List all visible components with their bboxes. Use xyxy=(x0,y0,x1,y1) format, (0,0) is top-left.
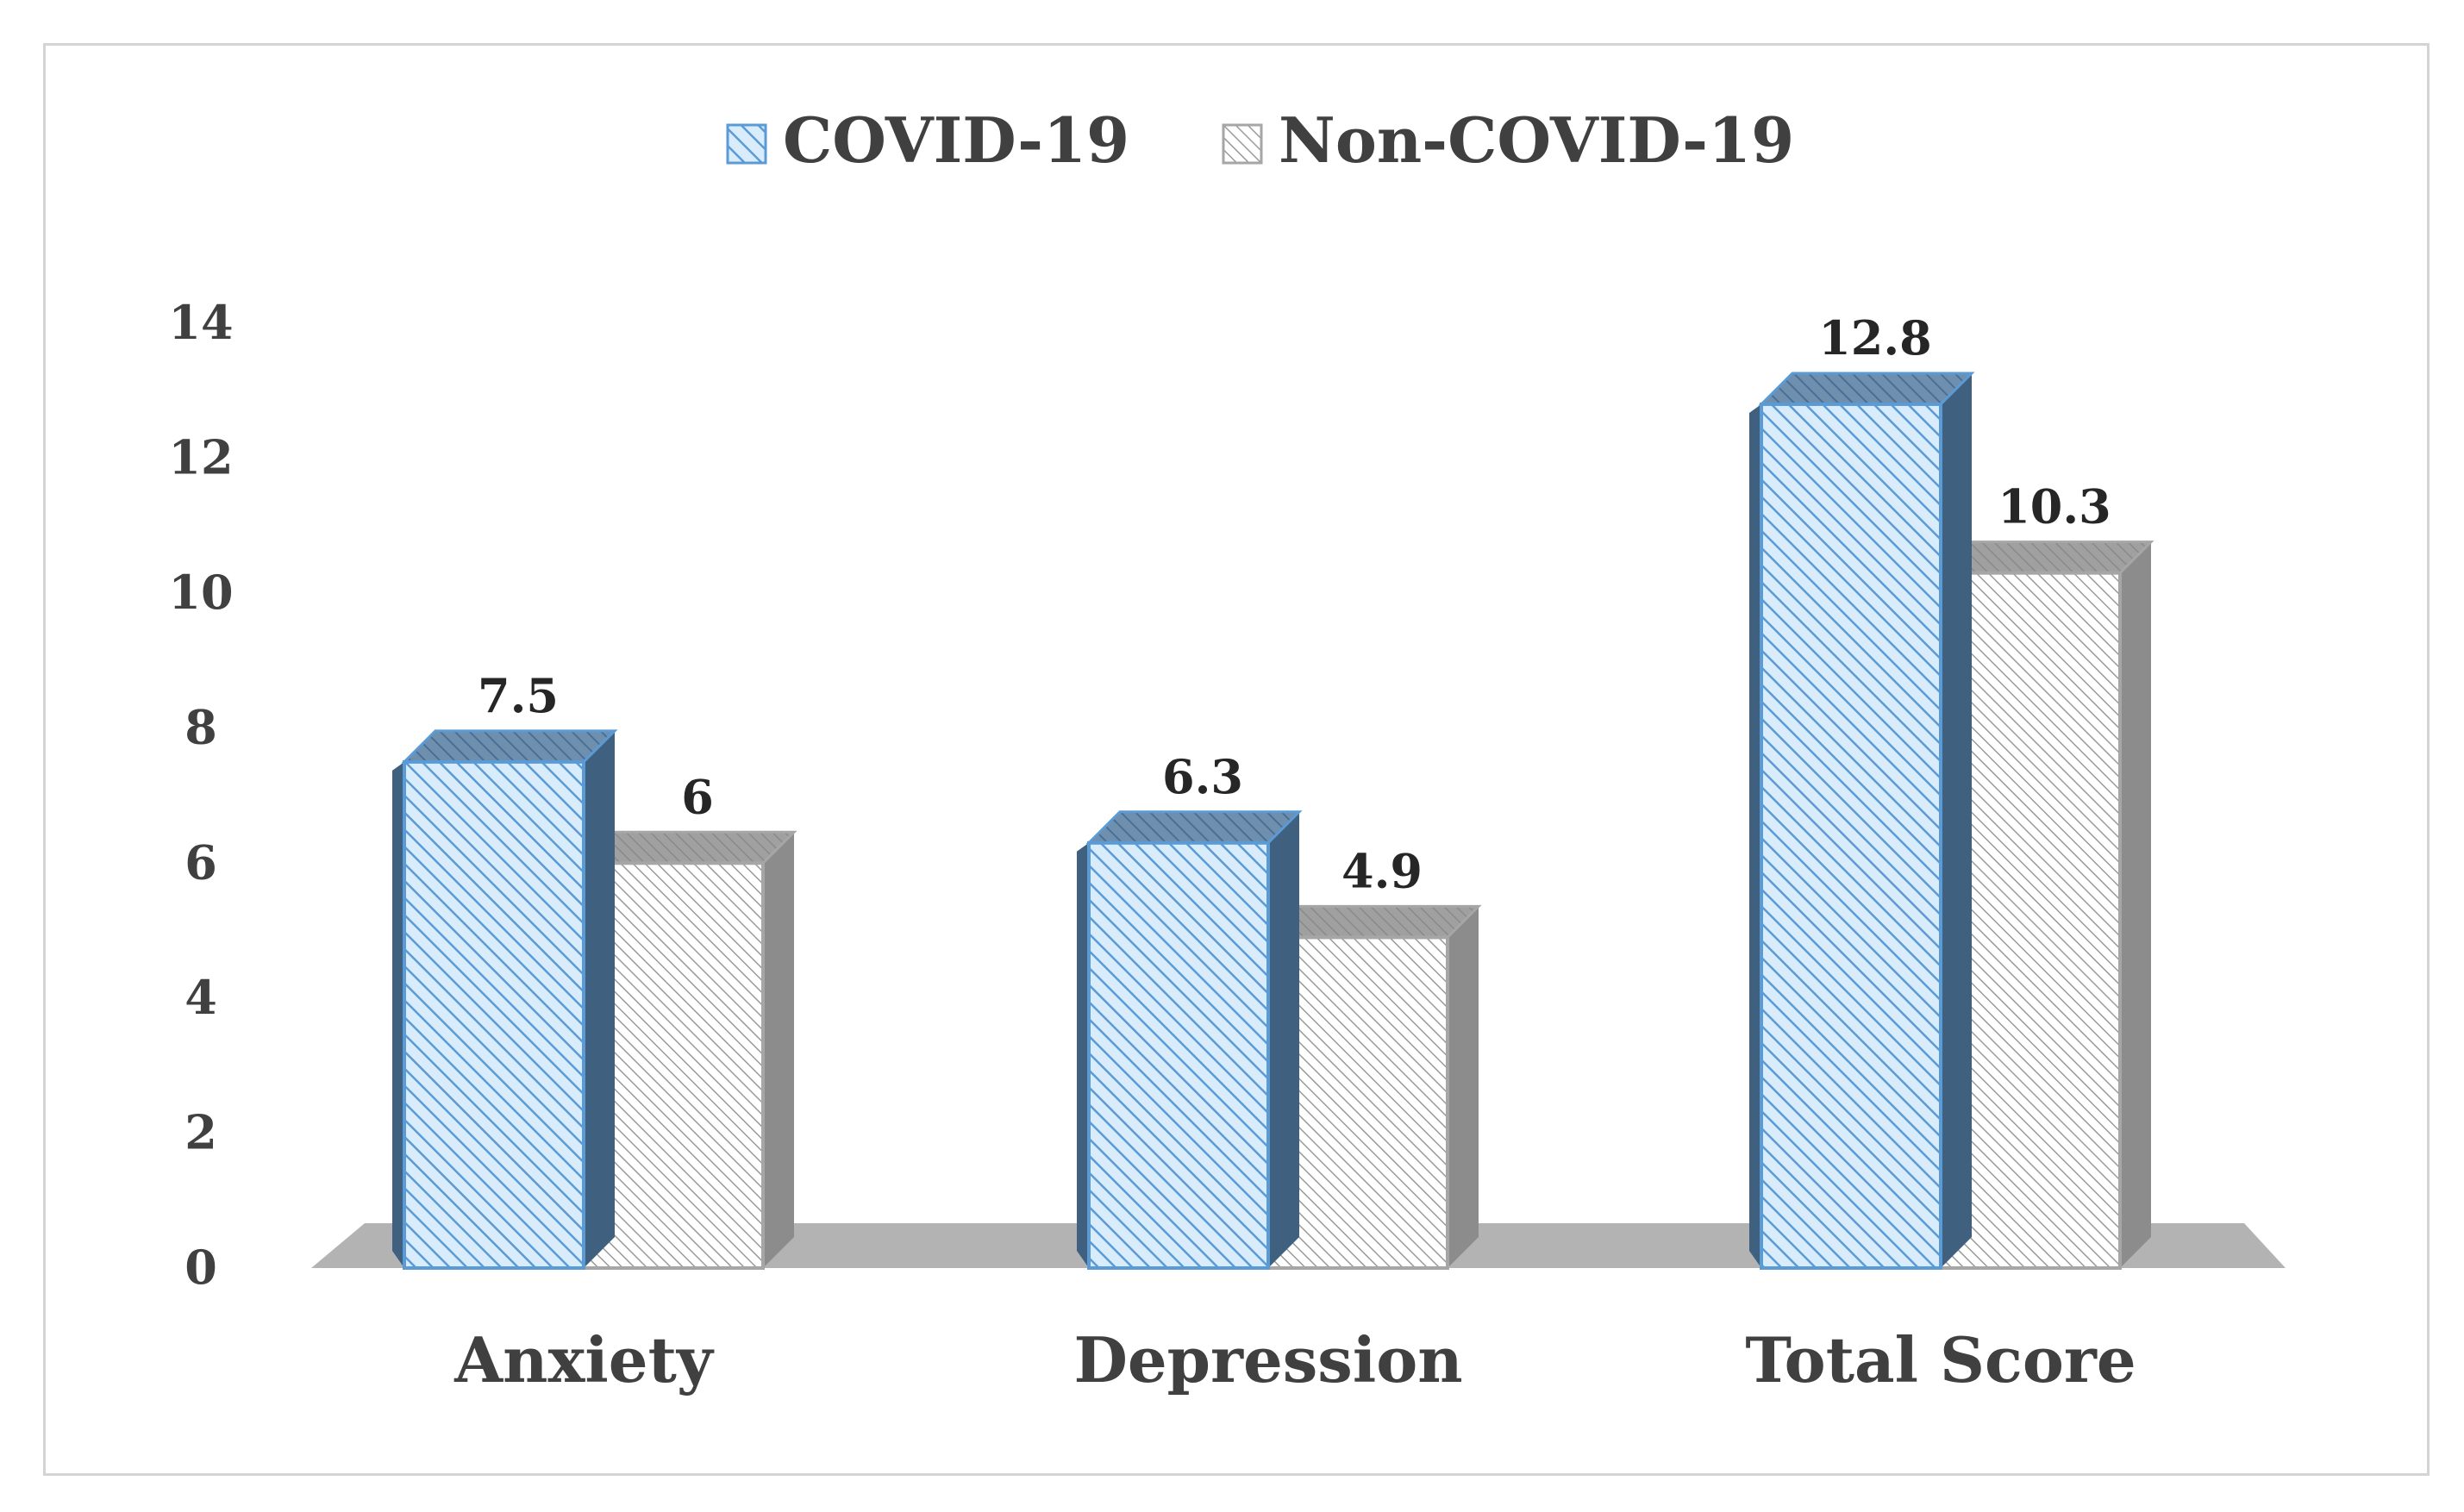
bar-top xyxy=(1085,810,1303,845)
data-label: 12.8 xyxy=(1818,310,1932,366)
bar-side xyxy=(1268,811,1299,1268)
bar-left-side xyxy=(392,761,404,1268)
category-labels: Anxiety Depression Total Score xyxy=(453,1323,2136,1396)
legend-item-non-covid: Non-COVID-19 xyxy=(1222,103,1794,177)
legend-swatch-covid xyxy=(726,123,767,165)
data-label: 6.3 xyxy=(1162,749,1243,804)
x-category-label: Anxiety xyxy=(453,1323,715,1396)
y-tick-label: 12 xyxy=(168,430,233,485)
legend-item-covid: COVID-19 xyxy=(726,103,1129,177)
bar-front xyxy=(403,759,585,1270)
x-category-label: Depression xyxy=(1073,1323,1462,1396)
chart-frame: COVID-19 Non-COVID-19 0 2 4 6 8 10 12 14 6 7.5 4.… xyxy=(43,43,2430,1476)
bar-left-side xyxy=(1749,403,1761,1268)
legend-label-covid: COVID-19 xyxy=(783,103,1129,177)
y-tick-label: 6 xyxy=(184,834,217,890)
y-tick-label: 8 xyxy=(184,700,217,755)
bar-front xyxy=(1087,840,1270,1270)
bar-side xyxy=(584,730,615,1268)
legend-label-non-covid: Non-COVID-19 xyxy=(1279,103,1794,177)
data-label: 4.9 xyxy=(1341,843,1423,898)
y-tick-label: 10 xyxy=(168,565,233,620)
bar-top xyxy=(1265,904,1482,939)
bar-covid-19-depression: 6.3 xyxy=(1077,749,1303,1270)
bar-top xyxy=(1937,540,2154,575)
bars: 6 7.5 4.9 6.3 10.3 12.8 xyxy=(392,310,2154,1271)
legend-swatch-non-covid xyxy=(1222,123,1263,165)
bar-non-covid-19-depression: 4.9 xyxy=(1265,843,1482,1271)
bar-side xyxy=(2120,541,2151,1268)
data-label: 6 xyxy=(681,769,714,824)
y-tick-label: 14 xyxy=(168,295,233,350)
bar-top xyxy=(580,830,797,865)
bar-side xyxy=(763,832,794,1268)
bar-chart: COVID-19 Non-COVID-19 0 2 4 6 8 10 12 14 6 7.5 4.… xyxy=(168,103,2286,1396)
bar-non-covid-19-anxiety: 6 xyxy=(580,769,797,1270)
data-label: 7.5 xyxy=(478,668,559,723)
x-category-label: Total Score xyxy=(1745,1323,2136,1396)
y-tick-label: 0 xyxy=(184,1240,217,1295)
bar-top xyxy=(401,729,618,764)
y-tick-label: 2 xyxy=(184,1104,217,1159)
bar-side xyxy=(1941,372,1972,1268)
bar-top xyxy=(1758,372,1975,406)
bar-left-side xyxy=(1077,842,1089,1268)
y-tick-label: 4 xyxy=(184,970,217,1025)
data-label: 10.3 xyxy=(1998,479,2111,534)
bar-side xyxy=(1448,906,1479,1268)
bar-non-covid-19-total-score: 10.3 xyxy=(1937,479,2154,1270)
bar-covid-19-anxiety: 7.5 xyxy=(392,668,618,1270)
legend: COVID-19 Non-COVID-19 xyxy=(726,103,1794,177)
y-axis-ticks: 0 2 4 6 8 10 12 14 xyxy=(168,295,233,1295)
bar-covid-19-total-score: 12.8 xyxy=(1749,310,1975,1270)
bar-front xyxy=(1760,402,1942,1270)
